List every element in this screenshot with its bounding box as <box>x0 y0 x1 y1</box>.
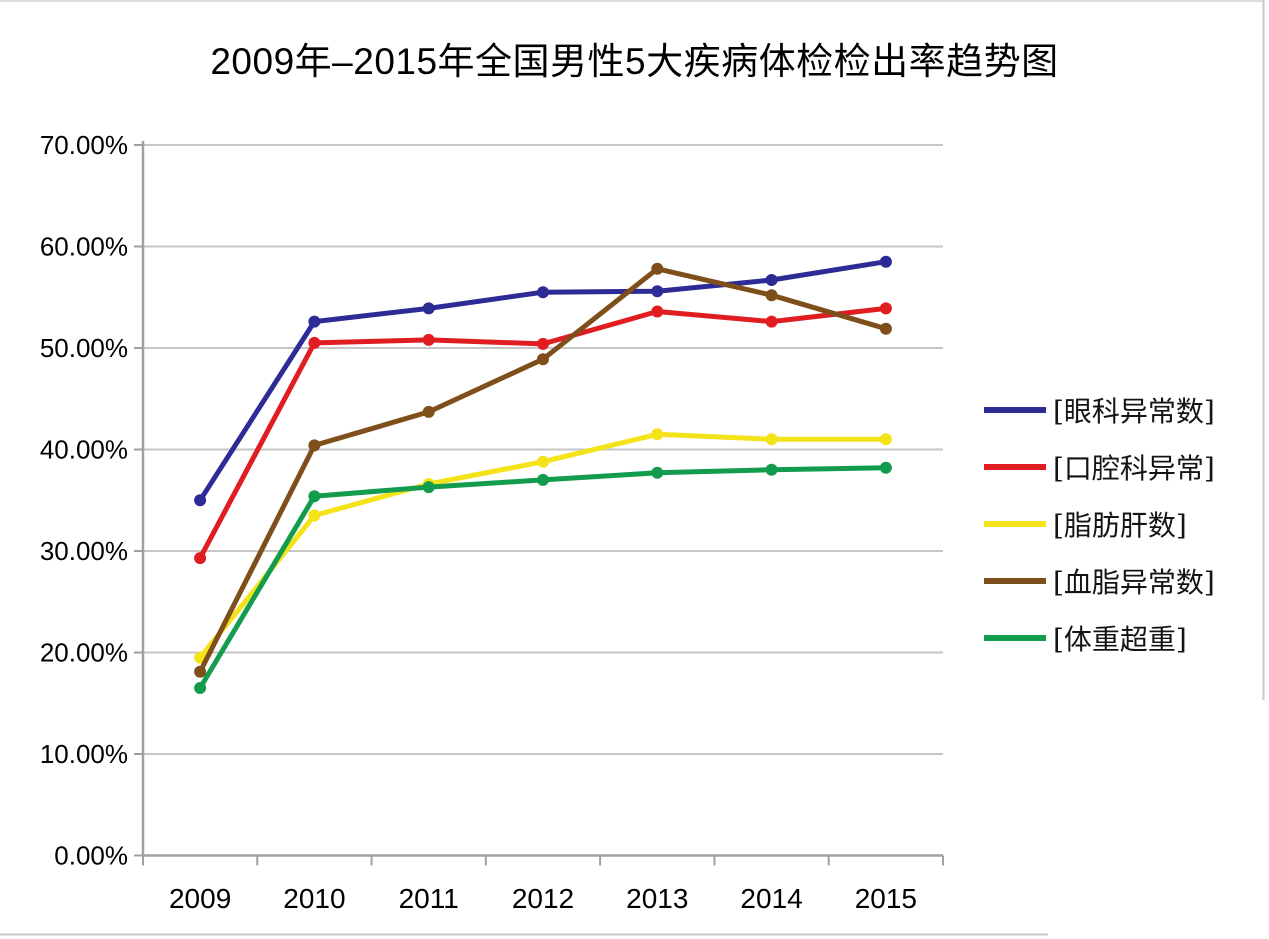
x-tick-label: 2013 <box>626 883 688 914</box>
legend-swatch <box>984 407 1046 413</box>
data-point <box>422 405 435 418</box>
legend-item: [体重超重] <box>984 622 1215 656</box>
legend-swatch <box>984 521 1046 527</box>
data-point <box>537 455 549 468</box>
legend-label: [脂肪肝数] <box>1053 509 1187 542</box>
data-point <box>765 289 778 302</box>
data-point <box>308 439 321 452</box>
legend-item: [口腔科异常] <box>984 451 1215 485</box>
legend-label: [眼科异常数] <box>1053 395 1215 428</box>
data-point <box>765 463 778 476</box>
data-point <box>194 682 207 694</box>
data-point <box>194 665 207 678</box>
y-tick-label: 0.00% <box>54 841 128 871</box>
data-point <box>194 494 207 507</box>
x-tick-label: 2011 <box>399 883 459 914</box>
data-point <box>422 302 435 315</box>
data-point <box>879 322 892 335</box>
data-point <box>765 274 778 286</box>
legend-swatch <box>984 464 1046 470</box>
legend-item: [血脂异常数] <box>984 565 1215 599</box>
data-point <box>765 315 778 328</box>
data-point <box>765 433 778 446</box>
data-point <box>537 353 549 366</box>
legend-label: [血脂异常数] <box>1053 566 1215 599</box>
x-tick-label: 2014 <box>740 883 802 914</box>
data-point <box>879 461 892 474</box>
data-point <box>308 490 321 503</box>
x-tick-label: 2010 <box>283 883 345 914</box>
data-point <box>308 336 321 349</box>
legend-item: [脂肪肝数] <box>984 508 1215 542</box>
y-tick-label: 60.00% <box>40 232 128 262</box>
y-tick-label: 40.00% <box>40 435 128 465</box>
data-point <box>308 509 321 522</box>
x-tick-label: 2012 <box>512 883 574 914</box>
x-tick-label: 2015 <box>855 883 917 914</box>
y-tick-label: 50.00% <box>40 333 128 363</box>
legend-label: [体重超重] <box>1053 623 1187 656</box>
data-point <box>308 315 321 328</box>
data-point <box>651 262 664 275</box>
data-point <box>651 285 664 298</box>
data-point <box>422 481 435 494</box>
data-point <box>879 255 892 268</box>
data-point <box>651 305 664 318</box>
data-point <box>879 433 892 446</box>
x-tick-label: 2009 <box>169 883 231 914</box>
series-line-4 <box>197 465 889 691</box>
y-tick-label: 70.00% <box>40 130 128 160</box>
legend: [眼科异常数] [口腔科异常] [脂肪肝数] [血脂异常数] [体重超重] <box>984 394 1215 679</box>
data-point <box>422 333 435 346</box>
y-tick-label: 10.00% <box>40 739 128 769</box>
legend-label: [口腔科异常] <box>1053 452 1215 485</box>
legend-swatch <box>984 635 1046 641</box>
legend-swatch <box>984 578 1046 584</box>
data-point <box>879 302 892 315</box>
chart-title: 2009年–2015年全国男性5大疾病体检检出率趋势图 <box>210 41 1059 82</box>
data-point <box>537 337 549 350</box>
data-point <box>194 552 207 565</box>
data-point <box>537 286 549 299</box>
data-point <box>651 466 664 479</box>
legend-item: [眼科异常数] <box>984 394 1215 428</box>
y-tick-label: 20.00% <box>40 638 128 668</box>
data-point <box>537 473 549 486</box>
data-point <box>651 428 664 441</box>
y-tick-label: 30.00% <box>40 536 128 566</box>
